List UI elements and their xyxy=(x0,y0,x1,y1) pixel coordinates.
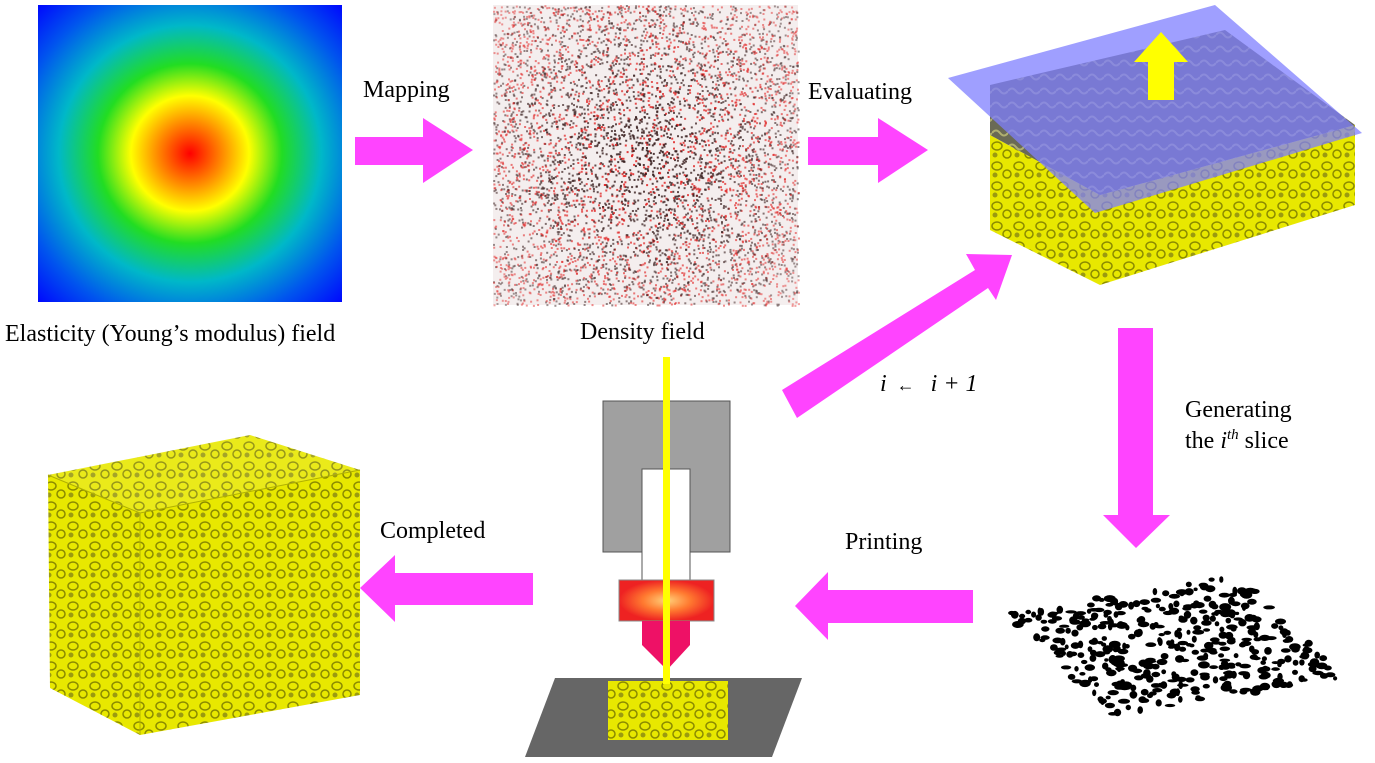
generating-label-line1: Generating xyxy=(1185,397,1292,423)
mapping-label: Mapping xyxy=(363,77,450,103)
printing-label: Printing xyxy=(845,529,922,555)
laser-beam xyxy=(663,357,670,684)
elasticity-field-image xyxy=(38,5,342,302)
evaluating-label: Evaluating xyxy=(808,79,912,105)
elasticity-label: Elasticity (Young’s modulus) field xyxy=(5,321,335,347)
density-field-image xyxy=(493,5,800,307)
upward-yellow-arrow-icon xyxy=(1134,32,1188,100)
iteration-label: i ← i + 1 xyxy=(880,371,978,397)
iteration-arrow xyxy=(782,254,1012,418)
mapping-arrow xyxy=(355,118,473,183)
slice-image xyxy=(1005,575,1355,717)
evaluating-arrow xyxy=(808,118,928,183)
density-label: Density field xyxy=(580,319,705,345)
generating-label-line2: the ith slice xyxy=(1185,419,1289,454)
completed-arrow xyxy=(360,555,533,622)
printer-illustration xyxy=(525,357,802,757)
printing-arrow xyxy=(795,572,973,640)
printed-part xyxy=(608,681,728,740)
generating-arrow xyxy=(1103,328,1170,548)
lattice-slab-with-plane xyxy=(948,5,1362,285)
completed-label: Completed xyxy=(380,518,485,544)
completed-lattice-cube xyxy=(47,435,361,735)
